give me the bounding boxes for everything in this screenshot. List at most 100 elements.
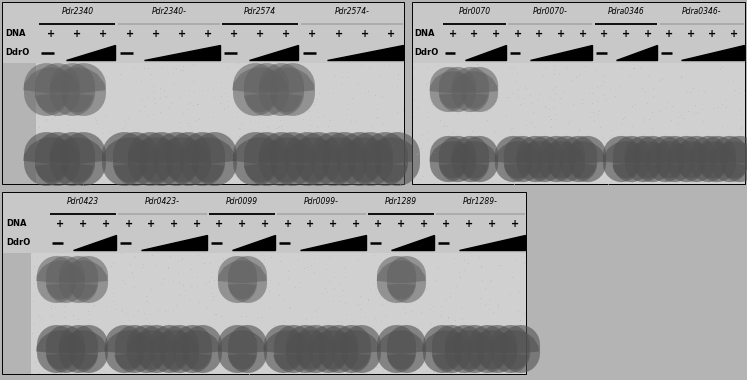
Text: +: + [374,219,382,229]
Point [33,124,45,130]
Point [510,325,522,331]
Point [220,277,232,283]
Point [180,162,192,168]
Point [720,104,732,110]
Point [453,357,465,363]
Point [339,168,351,174]
Point [633,154,645,160]
Point [168,63,180,70]
Point [99,302,111,309]
Point [191,274,203,280]
Point [36,101,48,107]
Point [164,139,176,146]
Point [704,159,716,165]
Text: +: + [686,29,695,39]
Point [318,285,330,291]
Point [322,123,334,129]
Bar [31,253,526,374]
Point [545,116,557,122]
Point [143,320,155,326]
Point [185,266,196,272]
Point [487,142,499,148]
Point [120,310,131,316]
Point [480,338,492,344]
Text: Pdr0070-: Pdr0070- [533,7,568,16]
Point [235,313,247,319]
Point [647,85,659,91]
Point [259,347,271,353]
Point [709,179,721,185]
Point [203,279,215,285]
Point [654,108,666,114]
Text: +: + [47,29,55,39]
Point [601,180,613,187]
Text: +: + [284,219,291,229]
Point [170,65,182,71]
Text: DNA: DNA [5,29,25,38]
Point [397,165,409,171]
Text: Pdr2574-: Pdr2574- [335,7,369,16]
Point [344,370,356,376]
Point [548,97,560,103]
Text: +: + [643,29,651,39]
Text: Pdr0070: Pdr0070 [459,7,491,16]
Point [534,91,546,97]
Point [521,122,533,128]
Point [158,308,170,314]
Point [237,254,249,260]
Polygon shape [681,45,744,60]
Point [49,304,61,310]
Point [279,104,291,110]
Point [236,283,248,289]
Point [297,116,309,122]
Point [387,296,399,302]
Text: Pdr0423: Pdr0423 [67,197,99,206]
Point [235,332,247,338]
Point [331,318,343,324]
Point [120,280,131,286]
Point [119,140,131,146]
Point [437,176,449,182]
Text: +: + [329,219,337,229]
Point [140,167,152,173]
Point [415,309,427,315]
Point [143,171,155,177]
Point [311,124,323,130]
Point [459,87,471,93]
Point [173,136,185,142]
Point [698,139,710,146]
Point [66,177,78,184]
Point [524,92,536,98]
Point [268,322,280,328]
Point [95,89,107,95]
Point [75,334,87,340]
Point [374,294,385,300]
Point [215,149,227,155]
Point [233,294,245,301]
Point [392,321,404,327]
Point [360,341,372,347]
Point [588,154,600,160]
Point [365,180,376,187]
Point [249,158,261,164]
Point [226,363,238,369]
Point [391,109,403,115]
Point [450,339,462,345]
Point [226,150,238,157]
Point [194,325,206,331]
Point [482,167,494,173]
Text: +: + [708,29,716,39]
Point [475,264,487,270]
Point [233,133,245,139]
Point [733,107,745,113]
Point [716,123,728,129]
Point [192,252,204,258]
Point [234,126,246,132]
Point [296,364,308,370]
Point [323,278,335,284]
Point [357,172,369,178]
Point [208,94,220,100]
Point [182,106,193,112]
Point [356,338,368,344]
Point [395,174,407,180]
